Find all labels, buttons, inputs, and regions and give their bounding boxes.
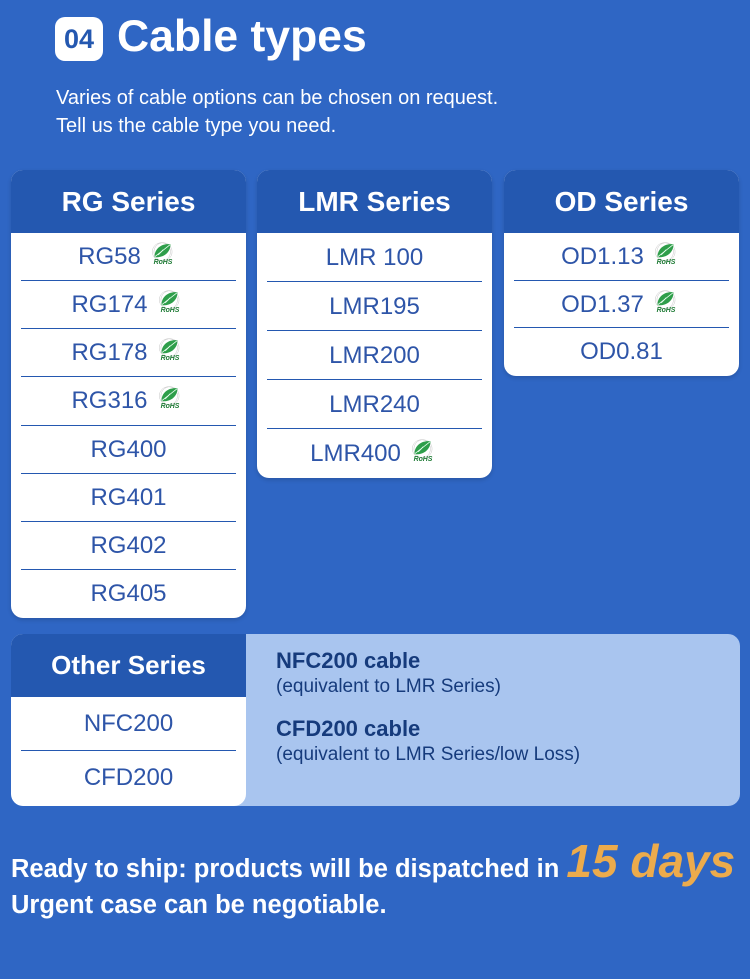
svg-text:RoHS: RoHS — [656, 259, 675, 266]
svg-text:RoHS: RoHS — [413, 456, 432, 463]
svg-text:RoHS: RoHS — [160, 404, 179, 411]
svg-text:RoHS: RoHS — [153, 259, 172, 266]
svg-text:RoHS: RoHS — [160, 355, 179, 362]
svg-text:RoHS: RoHS — [656, 307, 675, 314]
svg-text:RoHS: RoHS — [160, 307, 179, 314]
